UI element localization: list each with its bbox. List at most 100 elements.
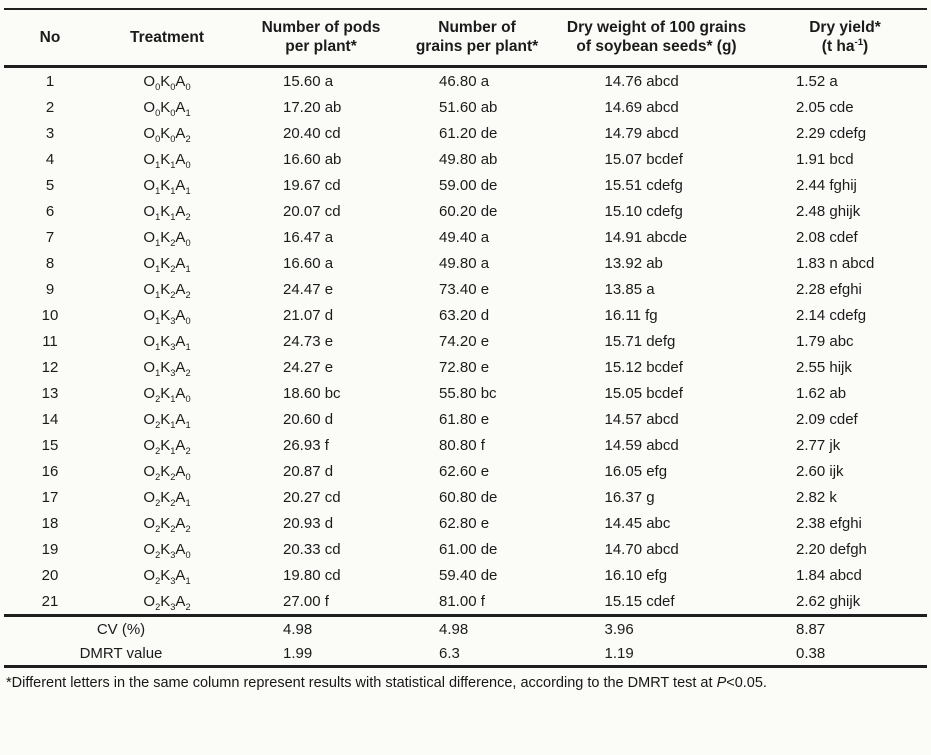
summary-pods: 4.98: [238, 616, 404, 642]
cell-grains: 55.80 bc: [404, 380, 550, 406]
cell-no: 7: [45, 228, 55, 246]
cell-value: 20.07 cd: [283, 202, 341, 220]
cell-value: 2.48 ghijk: [796, 202, 861, 220]
table-row: 13 O2K1A0 18.60 bc 55.80 bc 15.05 bcdef 1.62 …: [4, 380, 927, 406]
cell-no: 14: [41, 410, 59, 428]
cell-no: 9: [45, 280, 55, 298]
cell-grains: 59.00 de: [404, 172, 550, 198]
cell-weight: 15.07 bcdef: [550, 146, 763, 172]
cell-treatment: O0K0A2: [143, 124, 191, 144]
cell-value: 2.62 ghijk: [796, 592, 861, 610]
cell-value: 2.28 efghi: [796, 280, 862, 298]
cell-value: 14.45 abc: [604, 514, 671, 532]
cell-value: 13.92 ab: [604, 254, 663, 272]
cell-grains: 49.80 ab: [404, 146, 550, 172]
table-row: 3 O0K0A2 20.40 cd 61.20 de 14.79 abcd 2.29 cd…: [4, 120, 927, 146]
cell-value: 49.40 a: [439, 228, 490, 246]
cell-value: 2.05 cde: [796, 98, 854, 116]
cell-grains: 80.80 f: [404, 432, 550, 458]
cell-grains: 62.60 e: [404, 458, 550, 484]
cell-yield: 2.14 cdefg: [763, 302, 927, 328]
cell-value: 16.05 efg: [604, 462, 668, 480]
cell-value: 62.80 e: [439, 514, 490, 532]
cell-no: 20: [41, 566, 59, 584]
cell-pods: 20.27 cd: [238, 484, 404, 510]
cell-pods: 20.40 cd: [238, 120, 404, 146]
cell-value: 15.10 cdefg: [604, 202, 683, 220]
cell-value: 20.93 d: [283, 514, 334, 532]
cell-pods: 20.87 d: [238, 458, 404, 484]
cell-no: 18: [41, 514, 59, 532]
table-row: 12 O1K3A2 24.27 e 72.80 e 15.12 bcdef 2.55 hi…: [4, 354, 927, 380]
cell-value: 14.69 abcd: [604, 98, 679, 116]
table-row: 4 O1K1A0 16.60 ab 49.80 ab 15.07 bcdef 1.91 b…: [4, 146, 927, 172]
cell-grains: 59.40 de: [404, 562, 550, 588]
cell-pods: 15.60 a: [238, 67, 404, 95]
cell-value: 62.60 e: [439, 462, 490, 480]
cell-yield: 2.60 ijk: [763, 458, 927, 484]
cell-treatment: O1K2A1: [143, 254, 191, 274]
summary-label: DMRT value: [4, 641, 238, 668]
cell-no: 13: [41, 384, 59, 402]
cell-weight: 14.91 abcde: [550, 224, 763, 250]
summary-value: 1.99: [283, 644, 313, 662]
cell-value: 14.59 abcd: [604, 436, 679, 454]
cell-value: 2.09 cdef: [796, 410, 858, 428]
cell-value: 46.80 a: [439, 72, 490, 90]
cell-pods: 20.60 d: [238, 406, 404, 432]
cell-pods: 24.47 e: [238, 276, 404, 302]
cell-grains: 51.60 ab: [404, 94, 550, 120]
column-header-line: Number of: [438, 19, 516, 36]
cell-no: 5: [45, 176, 55, 194]
cell-value: 1.83 n abcd: [796, 254, 875, 272]
cell-no: 1: [45, 72, 55, 90]
cell-value: 15.60 a: [283, 72, 334, 90]
cell-value: 14.76 abcd: [604, 72, 679, 90]
cell-value: 59.40 de: [439, 566, 498, 584]
cell-grains: 72.80 e: [404, 354, 550, 380]
table-header-row: No Treatment Number of pods per plant* Numbe…: [4, 8, 927, 68]
cell-treatment: O2K2A0: [143, 462, 191, 482]
cell-no: 4: [45, 150, 55, 168]
cell-treatment: O1K3A2: [143, 358, 191, 378]
cell-grains: 61.00 de: [404, 536, 550, 562]
cell-yield: 1.62 ab: [763, 380, 927, 406]
cell-value: 15.15 cdef: [604, 592, 675, 610]
table-body: 1 O0K0A0 15.60 a 46.80 a 14.76 abcd 1.52 a 2 O0…: [4, 67, 927, 617]
cell-value: 51.60 ab: [439, 98, 498, 116]
cell-weight: 14.69 abcd: [550, 94, 763, 120]
cell-yield: 2.20 defgh: [763, 536, 927, 562]
cell-no: 19: [41, 540, 59, 558]
column-header-line: Number of pods: [261, 19, 381, 36]
table-header: No Treatment Number of pods per plant* Numbe…: [4, 8, 927, 68]
results-table-page: No Treatment Number of pods per plant* Numbe…: [4, 8, 927, 691]
summary-value: 4.98: [283, 620, 313, 638]
table-row: 7 O1K2A0 16.47 a 49.40 a 14.91 abcde 2.08 cde…: [4, 224, 927, 250]
cell-no: 10: [41, 306, 59, 324]
cell-value: 49.80 a: [439, 254, 490, 272]
table-row: 9 O1K2A2 24.47 e 73.40 e 13.85 a 2.28 efghi: [4, 276, 927, 302]
table-row: 15 O2K1A2 26.93 f 80.80 f 14.59 abcd 2.77 jk: [4, 432, 927, 458]
cell-no: 6: [45, 202, 55, 220]
cell-value: 2.38 efghi: [796, 514, 862, 532]
cell-pods: 27.00 f: [238, 588, 404, 617]
cell-weight: 14.45 abc: [550, 510, 763, 536]
cell-value: 15.07 bcdef: [604, 150, 683, 168]
cell-value: 26.93 f: [283, 436, 329, 454]
cell-treatment: O2K1A1: [143, 410, 191, 430]
cell-value: 24.27 e: [283, 358, 334, 376]
cell-value: 14.57 abcd: [604, 410, 679, 428]
cell-yield: 2.44 fghij: [763, 172, 927, 198]
cell-grains: 49.40 a: [404, 224, 550, 250]
summary-value: 0.38: [796, 644, 826, 662]
cell-weight: 15.12 bcdef: [550, 354, 763, 380]
cell-value: 17.20 ab: [283, 98, 342, 116]
column-header-line: per plant*: [285, 38, 357, 55]
cell-grains: 61.20 de: [404, 120, 550, 146]
cell-value: 16.11 fg: [604, 306, 658, 324]
cell-pods: 19.67 cd: [238, 172, 404, 198]
cell-pods: 16.60 a: [238, 250, 404, 276]
cell-value: 61.20 de: [439, 124, 498, 142]
cell-yield: 2.05 cde: [763, 94, 927, 120]
column-header-no: No: [4, 8, 96, 68]
